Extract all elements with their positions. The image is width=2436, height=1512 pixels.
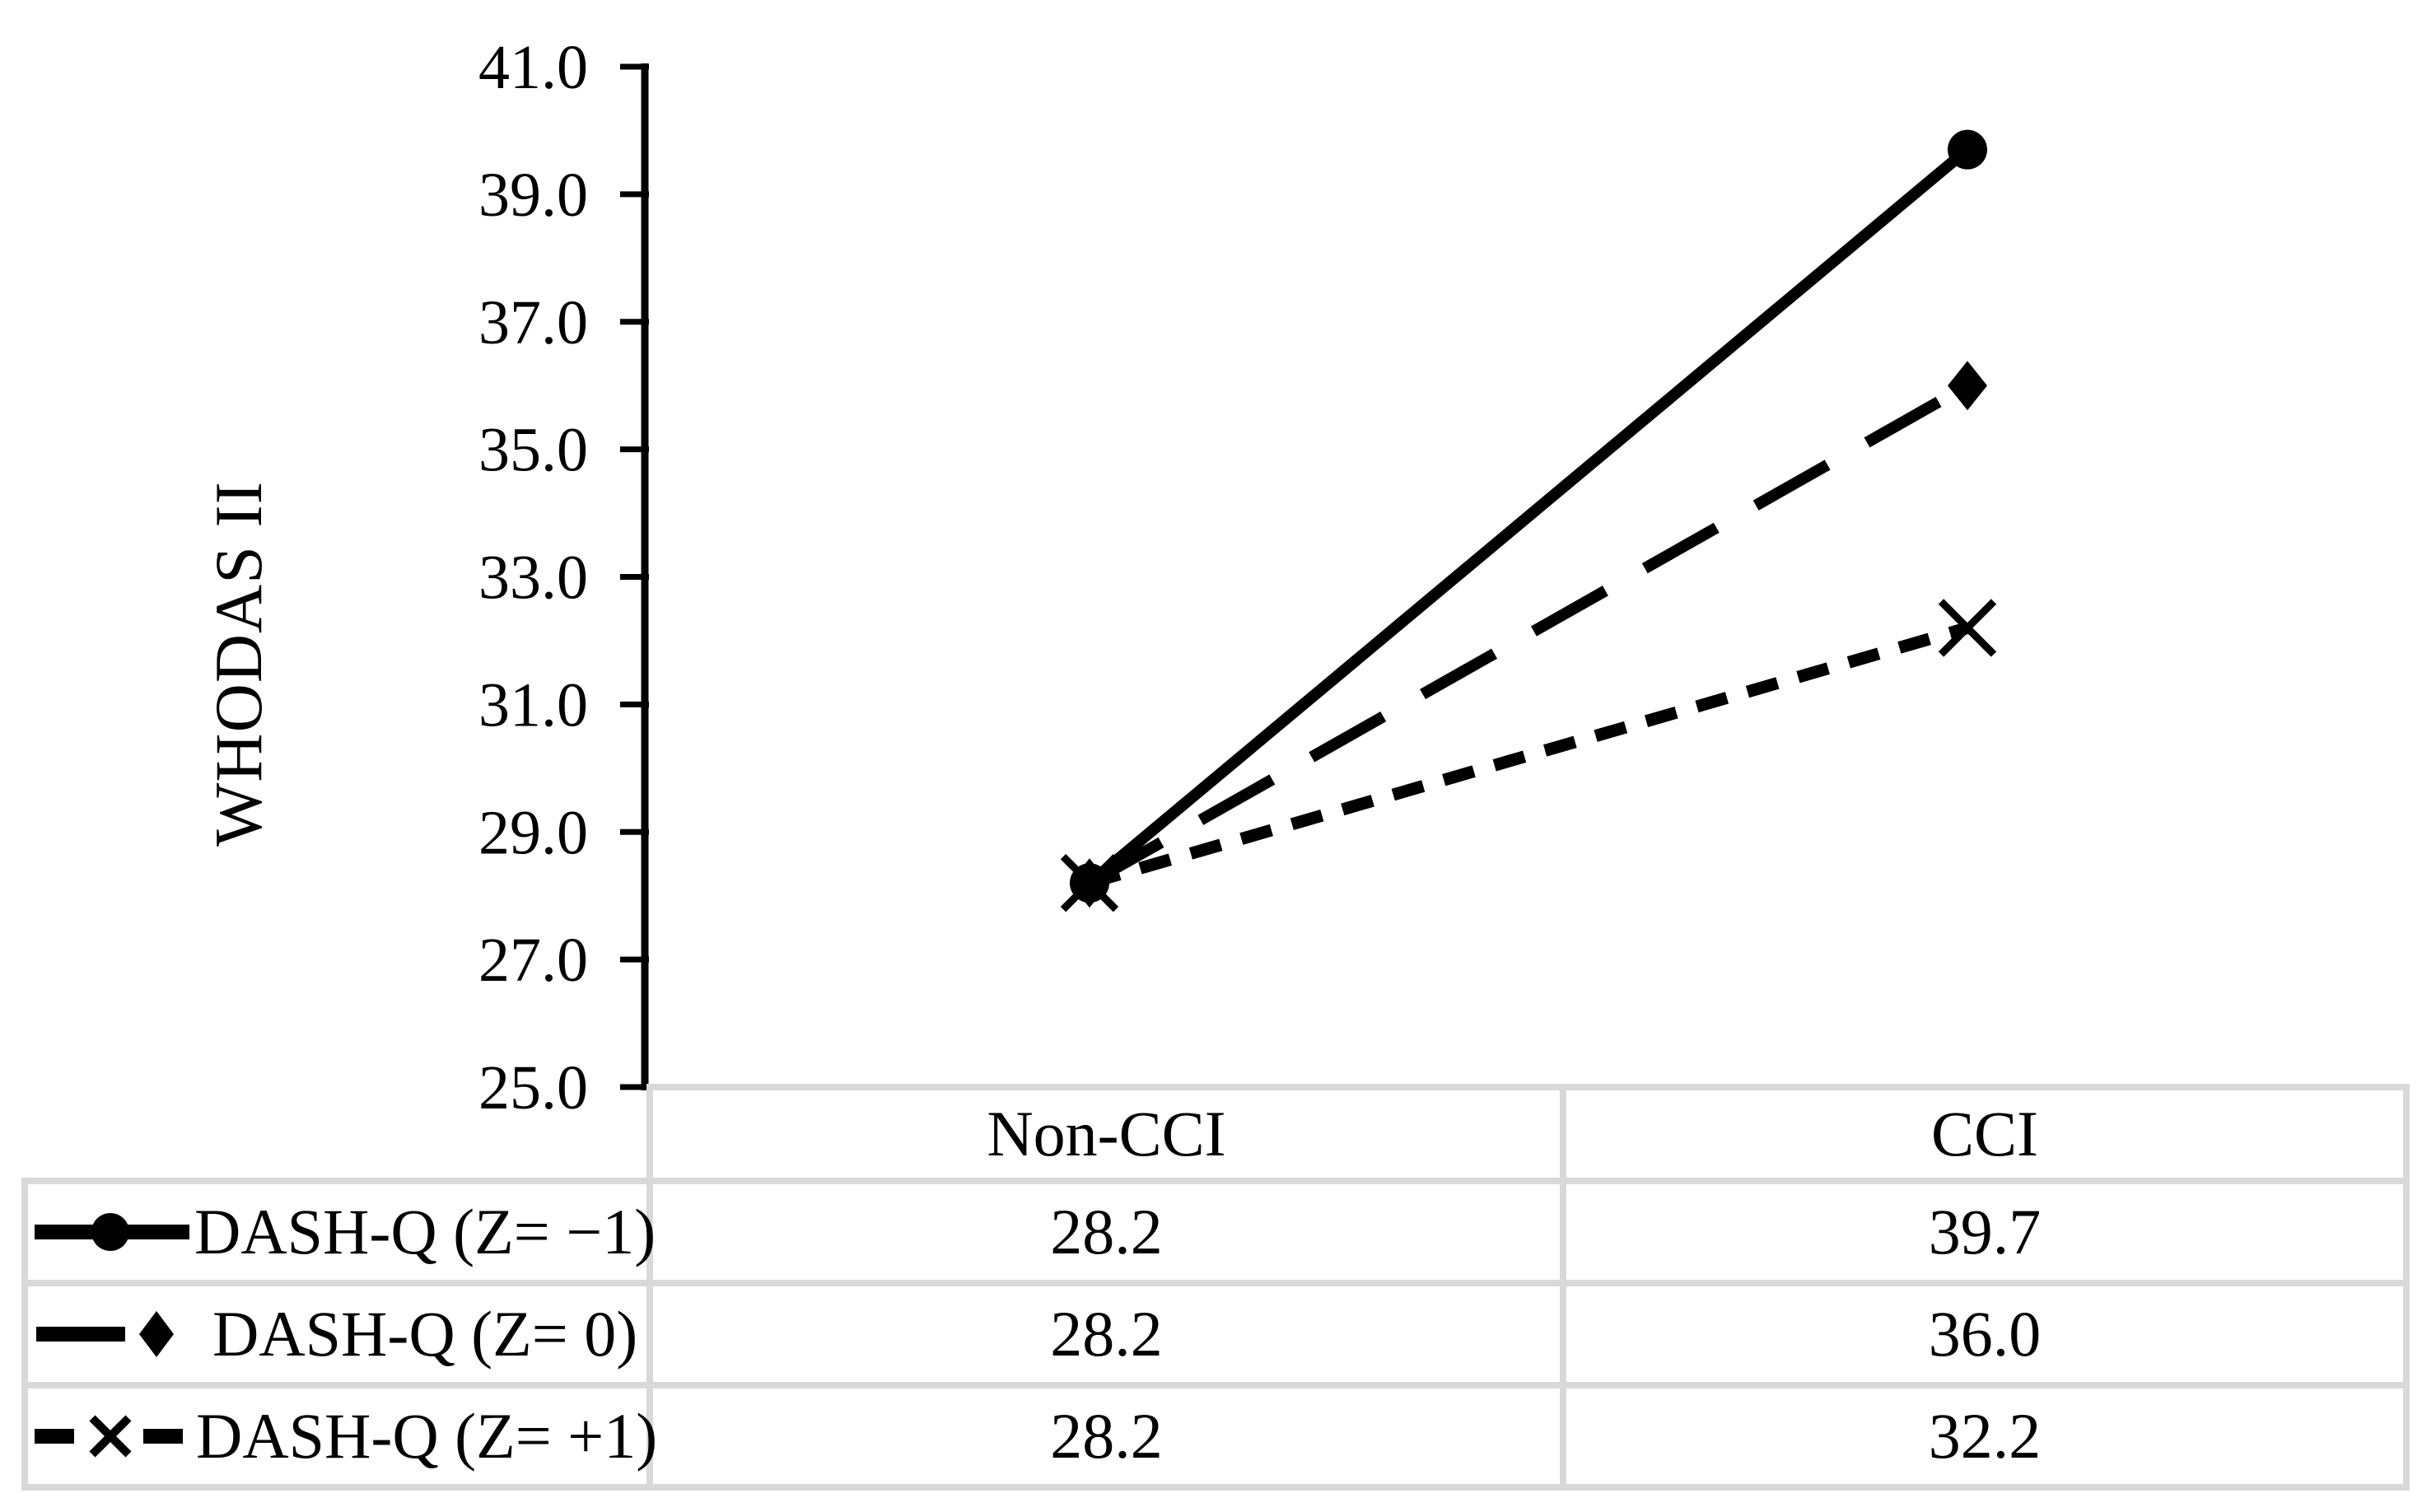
y-tick-label: 33.0 xyxy=(478,544,588,613)
data-point-marker-diamond xyxy=(1948,361,1987,411)
table-border xyxy=(2403,1084,2410,1491)
column-header-non-cci: Non-CCI xyxy=(987,1098,1226,1169)
circle-series-key-icon xyxy=(35,1213,189,1251)
table-border xyxy=(21,1484,2410,1491)
legend-series-label: DASH-Q (Z= +1) xyxy=(196,1400,658,1472)
legend-key-diamond xyxy=(0,1289,231,1379)
legend-series-label: DASH-Q (Z= −1) xyxy=(194,1196,656,1267)
data-point-marker-circle xyxy=(1948,129,1987,170)
y-tick-label: 35.0 xyxy=(478,416,588,485)
series-line-1 xyxy=(1085,145,1972,888)
table-value-cell: 28.2 xyxy=(1050,1196,1163,1267)
table-border xyxy=(646,1084,2410,1090)
x-series-key-icon xyxy=(35,1415,183,1458)
table-value-cell: 39.7 xyxy=(1928,1196,2042,1267)
data-point-marker-circle xyxy=(1070,863,1109,903)
y-tick-label: 39.0 xyxy=(478,161,588,230)
table-border xyxy=(21,1382,2410,1388)
table-border xyxy=(1560,1084,1566,1491)
y-tick-label: 31.0 xyxy=(478,670,588,740)
table-border xyxy=(646,1084,653,1491)
diamond-series-key-icon xyxy=(36,1311,174,1357)
series-line-2 xyxy=(1086,380,1971,889)
y-tick-label: 41.0 xyxy=(478,33,588,102)
legend-series-label: DASH-Q (Z= 0) xyxy=(212,1298,638,1370)
table-border xyxy=(21,1178,28,1491)
legend-key-circle xyxy=(0,1187,231,1277)
legend-key-x xyxy=(0,1391,231,1482)
series-line-3 xyxy=(1087,622,1970,889)
data-point-marker-x xyxy=(1938,599,1997,657)
table-border xyxy=(21,1178,2410,1184)
y-tick-label: 37.0 xyxy=(478,288,588,357)
y-tick-label: 25.0 xyxy=(478,1053,588,1122)
table-value-cell: 36.0 xyxy=(1928,1298,2042,1370)
table-value-cell: 32.2 xyxy=(1928,1400,2042,1472)
table-value-cell: 28.2 xyxy=(1050,1298,1163,1370)
table-value-cell: 28.2 xyxy=(1050,1400,1163,1472)
y-tick-label: 29.0 xyxy=(478,798,588,867)
table-border xyxy=(21,1280,2410,1286)
column-header-cci: CCI xyxy=(1930,1098,2039,1169)
y-tick-label: 27.0 xyxy=(478,926,588,995)
